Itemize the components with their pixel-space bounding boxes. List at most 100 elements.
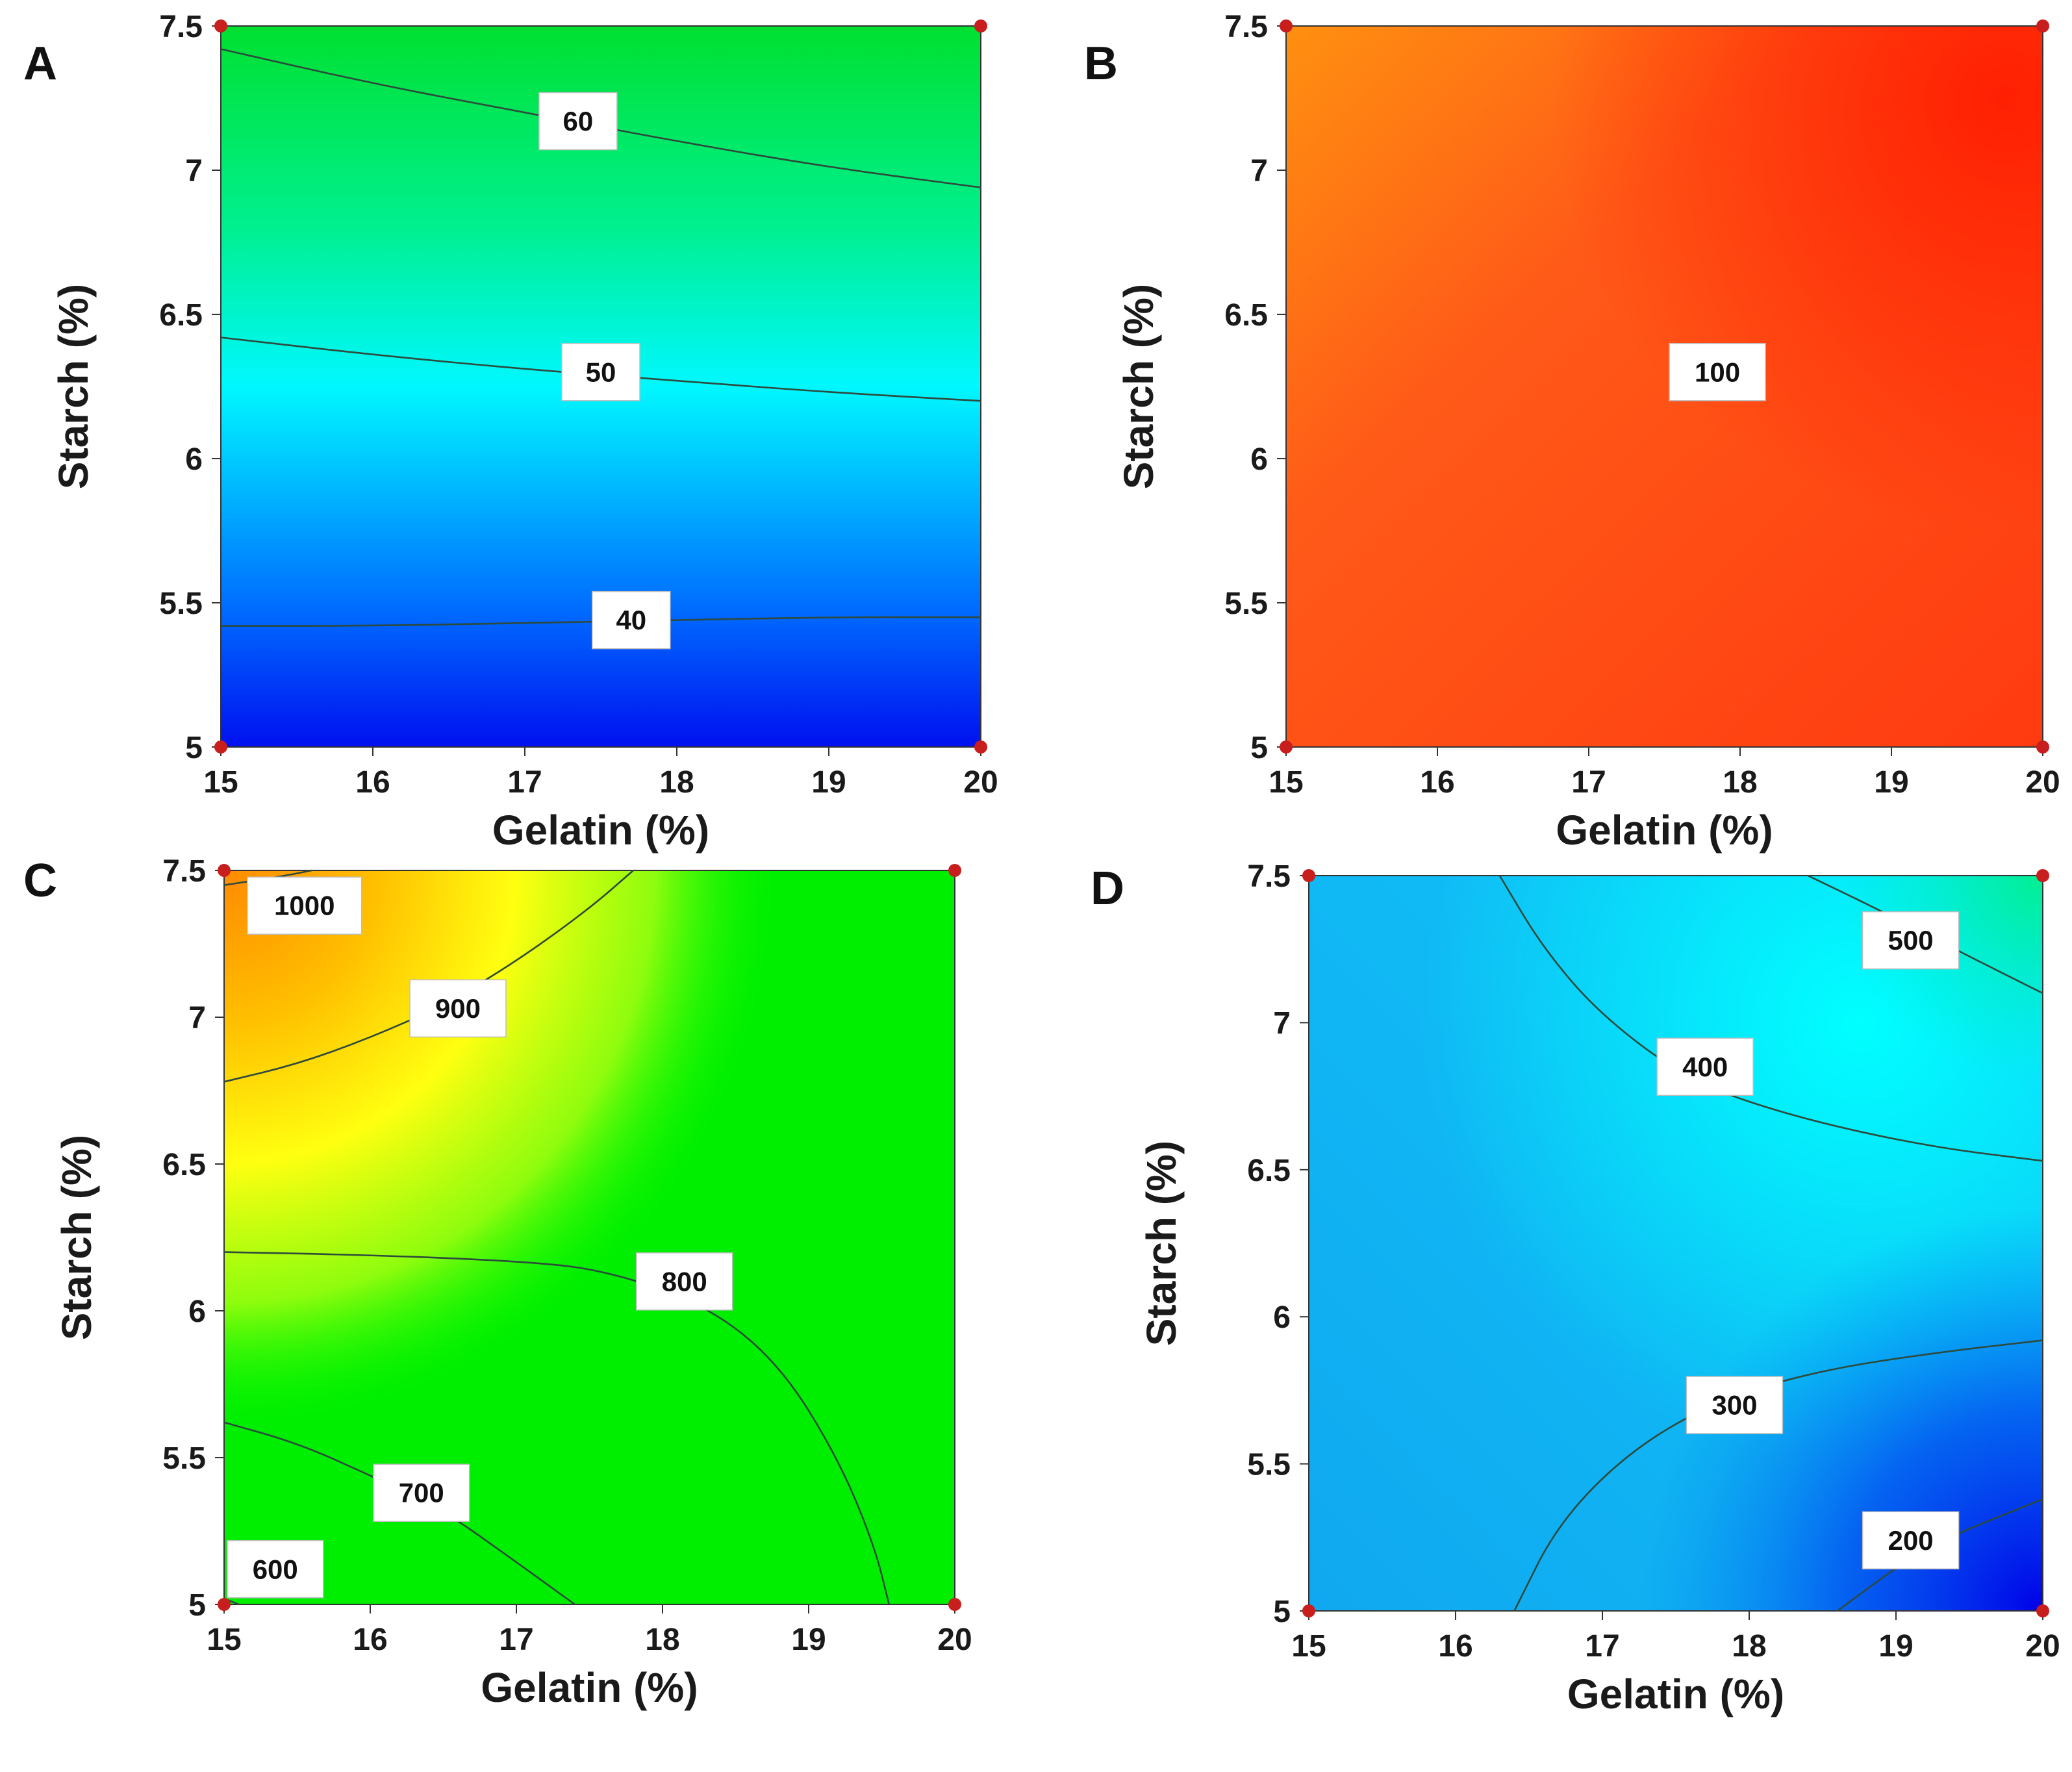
plot-frame — [220, 25, 981, 748]
contour-label-40: 40 — [616, 605, 646, 635]
x-axis-label: Gelatin (%) — [481, 1664, 698, 1711]
contour-label-box — [538, 92, 618, 151]
y-axis-label: Starch (%) — [53, 1135, 100, 1341]
design-point — [218, 1598, 231, 1611]
design-point — [974, 19, 987, 32]
panel-letter: D — [1091, 863, 1124, 915]
y-tick-label: 5.5 — [162, 1441, 206, 1476]
x-tick-label: 19 — [791, 1623, 826, 1657]
contour-label-600: 600 — [253, 1554, 298, 1584]
panel-c: 15 16 17 18 19 20 5 5.5 6 6.5 7 7.5 Gelatin (%) Starc… — [23, 854, 972, 1711]
contour-label-900: 900 — [435, 993, 481, 1024]
contour-label-100: 100 — [1695, 357, 1740, 387]
contour-label-box — [247, 876, 362, 935]
x-tick-label: 15 — [1291, 1629, 1326, 1664]
y-tick-label: 7 — [1273, 1006, 1291, 1041]
y-tick-label: 6 — [185, 442, 203, 477]
x-tick-label: 17 — [499, 1623, 533, 1657]
x-tick-label: 16 — [1438, 1629, 1472, 1664]
y-tick-label: 6 — [1273, 1300, 1291, 1335]
panel-b: 15 16 17 18 19 20 5 5.5 6 6.5 7 7.5 Gelatin (%) Starc… — [1084, 10, 2060, 854]
y-tick-label: 7.5 — [1247, 859, 1291, 894]
panel-letter: A — [23, 38, 57, 90]
plot-frame — [1285, 25, 2043, 748]
contour-label-700: 700 — [399, 1478, 444, 1508]
design-point — [214, 740, 227, 753]
y-tick-label: 6 — [1250, 442, 1268, 477]
design-point — [2036, 1604, 2049, 1617]
contour-label-500: 500 — [1888, 925, 1934, 956]
y-axis-label: Starch (%) — [1115, 284, 1162, 490]
contour-label-200: 200 — [1888, 1525, 1934, 1556]
contour-label-1000: 1000 — [274, 891, 335, 921]
panel-a: 15 16 17 18 19 20 5 5.5 6 6.5 7 7.5 Gelatin (%) Starc… — [23, 10, 998, 854]
design-point — [2036, 740, 2049, 753]
color-layer — [224, 870, 955, 1604]
y-tick-label: 6.5 — [159, 298, 203, 333]
x-tick-label: 20 — [963, 765, 998, 800]
design-point — [214, 19, 227, 32]
design-point — [1302, 869, 1315, 882]
color-layer — [1286, 26, 2043, 747]
y-tick-label: 6.5 — [1224, 298, 1268, 333]
y-tick-label: 7 — [185, 154, 203, 188]
contour-label-300: 300 — [1712, 1390, 1757, 1421]
contour-label-box — [561, 343, 640, 401]
design-point — [1302, 1604, 1315, 1617]
y-tick-label: 5 — [185, 731, 203, 765]
y-tick-label: 6.5 — [162, 1148, 206, 1182]
x-axis-label: Gelatin (%) — [492, 807, 709, 854]
contour-label-box — [373, 1463, 470, 1522]
panel-letter: C — [23, 855, 57, 907]
design-point — [2036, 869, 2049, 882]
contour-label-box — [592, 590, 671, 650]
x-tick-label: 18 — [645, 1623, 679, 1657]
y-tick-label: 6 — [188, 1295, 206, 1329]
contour-line-50 — [220, 336, 981, 402]
x-tick-label: 18 — [1732, 1629, 1766, 1664]
x-tick-label: 17 — [507, 765, 542, 800]
contour-label-800: 800 — [662, 1266, 707, 1297]
x-tick-label: 18 — [659, 765, 694, 800]
x-tick-label: 16 — [353, 1623, 387, 1657]
x-tick-label: 15 — [207, 1623, 241, 1657]
contour-label-box — [1862, 1511, 1960, 1570]
x-tick-label: 19 — [1874, 765, 1908, 800]
contour-label-400: 400 — [1682, 1052, 1728, 1082]
y-tick-label: 5 — [188, 1588, 206, 1623]
y-tick-label: 5 — [1250, 731, 1268, 765]
x-tick-label: 20 — [937, 1623, 972, 1657]
design-point — [1280, 19, 1293, 32]
y-tick-label: 6.5 — [1247, 1154, 1291, 1188]
color-layer — [1309, 876, 2043, 1611]
y-tick-label: 5 — [1273, 1595, 1291, 1629]
contour-label-60: 60 — [563, 106, 594, 136]
contour-line-40 — [220, 616, 981, 627]
x-tick-label: 15 — [1269, 765, 1303, 800]
y-tick-label: 7.5 — [159, 10, 203, 44]
design-point — [218, 864, 231, 877]
y-tick-label: 7 — [1250, 154, 1268, 188]
design-point — [948, 1598, 961, 1611]
x-tick-label: 18 — [1723, 765, 1757, 800]
y-tick-label: 5.5 — [1247, 1448, 1291, 1482]
y-tick-label: 7 — [188, 1001, 206, 1035]
plot-frame — [223, 870, 955, 1605]
panel-d: 15 16 17 18 19 20 5 5.5 6 6.5 7 7.5 Gelatin (%) Starc… — [1091, 859, 2060, 1717]
contour-line-200 — [1836, 1498, 2043, 1612]
y-axis-label: Starch (%) — [50, 284, 97, 490]
x-tick-label: 15 — [203, 765, 238, 800]
design-point — [1280, 740, 1293, 753]
design-point — [2036, 19, 2049, 32]
x-axis-label: Gelatin (%) — [1556, 807, 1773, 854]
y-axis-label: Starch (%) — [1138, 1141, 1185, 1347]
x-axis-label: Gelatin (%) — [1567, 1671, 1784, 1717]
contour-label-box — [1686, 1376, 1784, 1434]
x-tick-label: 20 — [2025, 765, 2060, 800]
x-tick-label: 19 — [1878, 1629, 1913, 1664]
y-tick-label: 5.5 — [159, 587, 203, 621]
x-tick-label: 17 — [1585, 1629, 1619, 1664]
panel-letter: B — [1084, 38, 1118, 90]
contour-label-box — [636, 1252, 733, 1311]
